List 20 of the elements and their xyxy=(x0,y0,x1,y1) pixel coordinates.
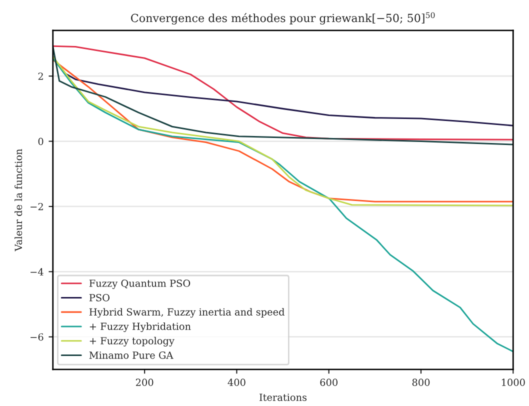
legend-label: PSO xyxy=(89,294,110,302)
y-tick-label: −6 xyxy=(30,333,44,341)
legend-label: Hybrid Swarm, Fuzzy inertia and speed xyxy=(89,308,285,318)
x-tick-label: 400 xyxy=(228,378,246,386)
legend-label: + Fuzzy Hybridation xyxy=(90,322,191,332)
y-axis-title: Valeur de la function xyxy=(14,148,22,252)
y-tick-label: −4 xyxy=(30,268,44,276)
y-tick-label: 2 xyxy=(38,72,43,80)
legend-label: Fuzzy Quantum PSO xyxy=(89,280,190,289)
x-tick-label: 800 xyxy=(412,378,430,386)
legend-label: + Fuzzy topology xyxy=(90,336,174,346)
legend-label: Minamo Pure GA xyxy=(89,351,174,359)
x-tick-label: 600 xyxy=(320,378,338,386)
y-tick-label: 0 xyxy=(38,138,44,146)
x-axis-title: Iterations xyxy=(260,394,307,401)
x-tick-label: 200 xyxy=(136,378,154,386)
line-series xyxy=(52,57,514,352)
y-tick-label: −2 xyxy=(30,202,43,210)
chart-title: Convergence des méthodes pour griewank[−50; 50]$^{50}$ xyxy=(131,12,435,25)
x-tick-label: 1000 xyxy=(502,378,525,386)
